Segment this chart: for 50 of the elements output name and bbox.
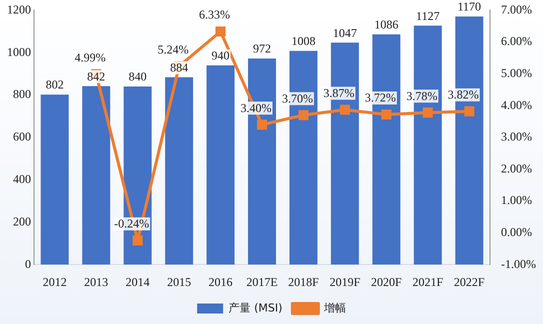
y2-tick-label: 7.00% <box>501 2 532 16</box>
x-tick-label: 2018F <box>288 274 320 289</box>
y-tick-label: 400 <box>13 172 31 186</box>
x-tick-label: 2012 <box>42 274 67 289</box>
data-label: 1047 <box>332 26 357 40</box>
data-label: 3.40% <box>240 100 272 115</box>
x-tick-label: 2019F <box>330 274 361 289</box>
y2-tick-label: 5.00% <box>501 66 532 80</box>
x-tick-label: 2022F <box>454 274 485 289</box>
data-label: 3.70% <box>282 91 313 106</box>
legend-label: 增幅 <box>322 301 346 314</box>
x-tick-label: 2013 <box>84 274 108 289</box>
x-tick-label: 2016 <box>208 274 233 289</box>
y-tick-label: 200 <box>13 214 31 228</box>
y2-tick-label: 3.00% <box>501 130 532 144</box>
x-tick-label: 2015 <box>167 274 192 289</box>
x-tick-label: 2014 <box>126 274 150 289</box>
y2-tick-label: 4.00% <box>501 98 532 112</box>
y-tick-label: 600 <box>13 130 31 144</box>
data-label: 802 <box>46 78 64 92</box>
data-label: 3.72% <box>364 90 396 105</box>
y2-tick-label: 6.00% <box>501 34 532 48</box>
legend-label: 产量 (MSI) <box>228 301 282 314</box>
x-tick-label: 2020F <box>371 274 402 289</box>
data-label: -0.24% <box>114 216 150 231</box>
data-label: 1170 <box>458 0 482 14</box>
data-label: 3.78% <box>406 88 438 103</box>
x-tick-label: 2021F <box>412 274 444 289</box>
data-label: 840 <box>128 70 147 84</box>
y-tick-label: 800 <box>13 87 31 102</box>
y2-tick-label: 0.00% <box>501 224 532 239</box>
y2-tick-label: 1.00% <box>501 193 532 208</box>
x-tick-label: 2017E <box>246 274 278 289</box>
data-label: 5.24% <box>158 42 189 56</box>
data-label: 842 <box>87 69 106 84</box>
y-tick-label: 0 <box>25 256 31 271</box>
y-tick-label: 1000 <box>7 44 31 59</box>
data-label: 3.82% <box>448 87 479 102</box>
data-label: 940 <box>212 48 230 62</box>
y2-tick-label: 2.00% <box>501 161 532 176</box>
y2-tick-label: -1.00% <box>501 256 536 271</box>
y-tick-label: 1200 <box>7 2 31 16</box>
data-label: 3.87% <box>323 86 354 100</box>
data-label: 1127 <box>416 8 440 23</box>
data-label: 884 <box>170 60 188 74</box>
data-label: 4.99% <box>74 50 106 64</box>
data-label: 1008 <box>291 34 316 48</box>
data-label: 6.33% <box>199 8 230 22</box>
data-label: 1086 <box>374 18 398 32</box>
data-label: 972 <box>253 42 272 56</box>
